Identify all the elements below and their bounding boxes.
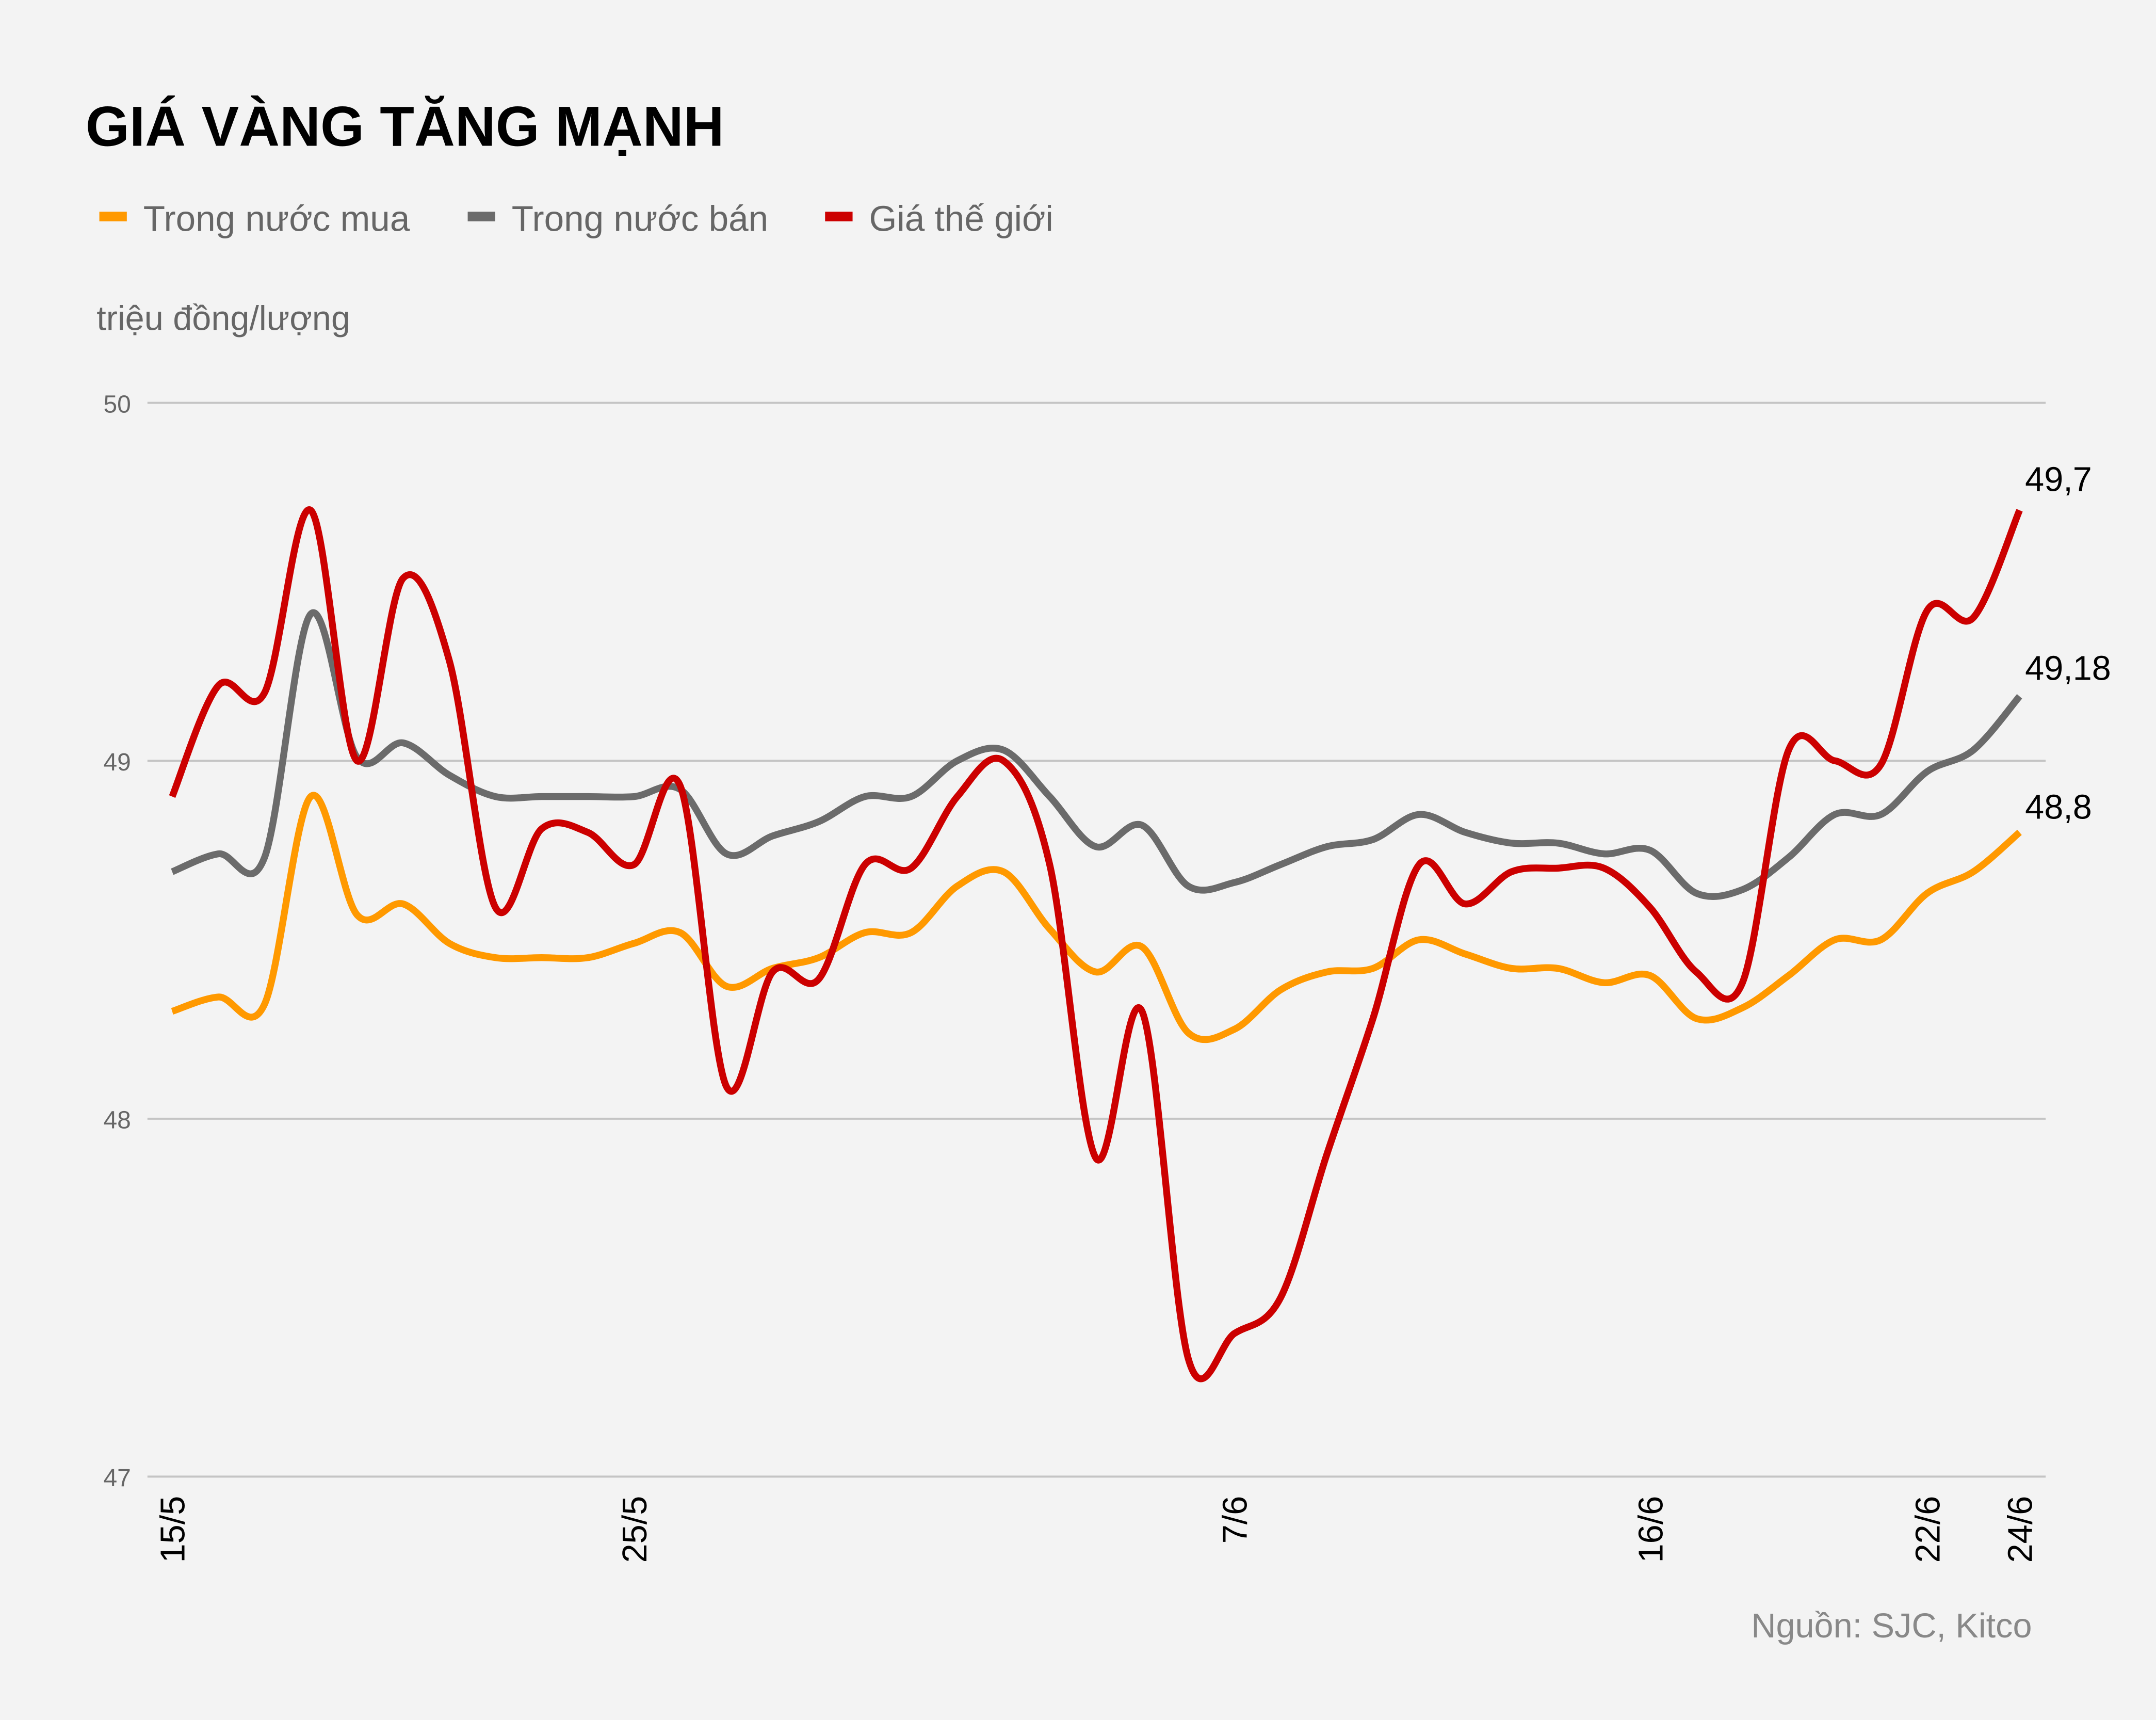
x-tick-label: 15/5 <box>154 1496 192 1563</box>
end-value-label: 49,18 <box>2025 649 2111 687</box>
gridlines <box>147 401 2046 1478</box>
y-tick-label: 48 <box>103 1106 131 1134</box>
source-note: Nguồn: SJC, Kitco <box>1751 1607 2032 1645</box>
series-lines <box>169 506 2023 1383</box>
x-tick-label: 22/6 <box>1909 1496 1947 1563</box>
legend-swatch <box>467 212 495 221</box>
legend-label: Trong nước mua <box>143 199 410 239</box>
series-line <box>169 506 2023 1383</box>
y-tick-label: 50 <box>103 391 131 418</box>
series-line <box>171 609 2022 900</box>
y-axis-unit-label: triệu đồng/lượng <box>96 299 350 337</box>
y-tick-label: 49 <box>103 749 131 776</box>
legend-swatch <box>99 212 127 221</box>
legend-label: Trong nước bán <box>512 199 768 239</box>
x-tick-label: 16/6 <box>1632 1496 1670 1563</box>
legend: Trong nước mua Trong nước bán Giá thế giới <box>99 199 1053 239</box>
x-axis-ticks: 15/5 25/5 7/6 16/6 22/6 24/6 <box>154 1496 2040 1563</box>
x-tick-label: 24/6 <box>2002 1496 2040 1563</box>
end-value-label: 48,8 <box>2025 788 2092 826</box>
legend-swatch <box>825 212 853 221</box>
chart-title: GIÁ VÀNG TĂNG MẠNH <box>86 95 724 158</box>
x-tick-label: 25/5 <box>616 1496 654 1563</box>
x-tick-label: 7/6 <box>1217 1496 1255 1544</box>
y-tick-label: 47 <box>103 1465 131 1492</box>
end-labels: 48,8 49,18 49,7 <box>2025 460 2111 826</box>
y-axis-ticks: 47 48 49 50 <box>103 391 131 1492</box>
legend-label: Giá thế giới <box>869 199 1053 239</box>
end-value-label: 49,7 <box>2025 460 2092 499</box>
